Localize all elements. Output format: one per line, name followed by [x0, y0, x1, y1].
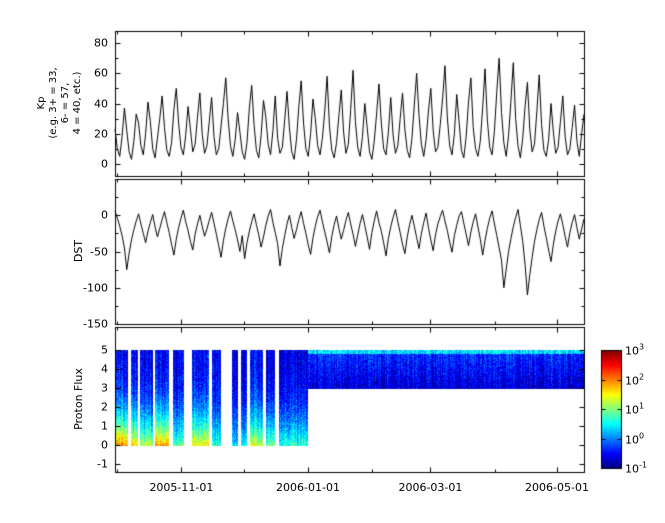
proton-flux-panel — [115, 327, 584, 472]
colorbar — [601, 350, 621, 468]
dst-panel — [115, 179, 584, 324]
kp-panel — [115, 31, 584, 176]
